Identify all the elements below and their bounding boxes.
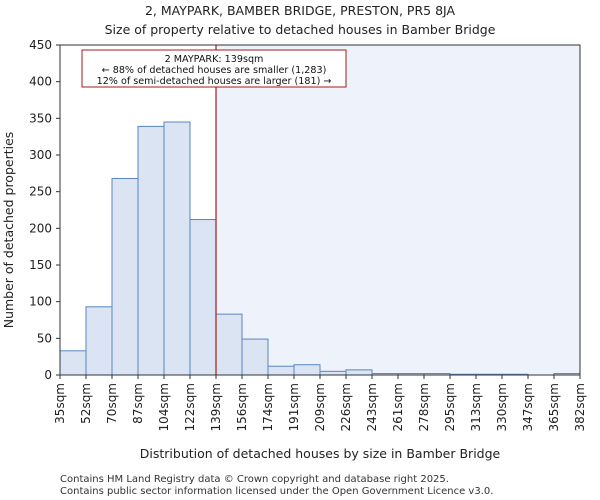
y-tick-label: 350 bbox=[29, 111, 52, 125]
bar-191sqm bbox=[293, 364, 321, 376]
x-tick-label: 191sqm bbox=[287, 383, 301, 431]
x-tick-label: 365sqm bbox=[547, 383, 561, 431]
x-tick-label: 243sqm bbox=[365, 383, 379, 431]
plot-frame bbox=[59, 44, 581, 376]
y-tick-label: 200 bbox=[29, 221, 52, 235]
x-tick-label: 313sqm bbox=[469, 383, 483, 431]
bar-139sqm bbox=[215, 313, 243, 376]
bar-122sqm bbox=[189, 219, 217, 376]
y-tick-label: 100 bbox=[29, 295, 52, 309]
x-tick-label: 278sqm bbox=[417, 383, 431, 431]
y-tick-label: 250 bbox=[29, 185, 52, 199]
x-tick-label: 330sqm bbox=[495, 383, 509, 431]
annotation-line-1: 2 MAYPARK: 139sqm bbox=[165, 54, 264, 65]
x-tick-label: 156sqm bbox=[235, 383, 249, 431]
x-tick-label: 139sqm bbox=[209, 383, 223, 431]
bar-104sqm bbox=[163, 121, 191, 376]
x-tick-label: 261sqm bbox=[391, 383, 405, 431]
annotation-border bbox=[81, 49, 347, 88]
y-tick-label: 50 bbox=[37, 331, 52, 345]
x-tick-label: 87sqm bbox=[131, 383, 145, 424]
bar-174sqm bbox=[267, 365, 295, 376]
bar-87sqm bbox=[137, 125, 165, 376]
y-tick-label: 450 bbox=[29, 38, 52, 52]
footer-line-1: Contains HM Land Registry data © Crown c… bbox=[60, 474, 449, 485]
footer-line-2: Contains public sector information licen… bbox=[60, 486, 493, 497]
x-tick-label: 347sqm bbox=[521, 383, 535, 431]
bar-52sqm bbox=[85, 306, 113, 376]
bar-226sqm bbox=[345, 369, 373, 376]
x-axis: 35sqm 52sqm 70sqm 87sqm 104sqm 122sqm 139sqm 15… bbox=[53, 375, 587, 431]
bar-209sqm bbox=[319, 370, 347, 376]
x-tick-label: 226sqm bbox=[339, 383, 353, 431]
bar-70sqm bbox=[111, 177, 139, 376]
y-tick-label: 300 bbox=[29, 148, 52, 162]
bar-35sqm bbox=[59, 350, 87, 376]
annotation-line-3: 12% of semi-detached houses are larger (… bbox=[97, 76, 332, 87]
y-tick-label: 150 bbox=[29, 258, 52, 272]
x-tick-label: 35sqm bbox=[53, 383, 67, 424]
x-axis-label: Distribution of detached houses by size … bbox=[140, 446, 501, 461]
chart-title: 2, MAYPARK, BAMBER BRIDGE, PRESTON, PR5 … bbox=[145, 3, 456, 18]
annotation-box: 2 MAYPARK: 139sqm ← 88% of detached hous… bbox=[81, 49, 347, 88]
x-tick-label: 295sqm bbox=[443, 383, 457, 431]
bar-156sqm bbox=[241, 338, 269, 376]
y-tick-label: 400 bbox=[29, 75, 52, 89]
x-tick-label: 174sqm bbox=[261, 383, 275, 431]
annotation-line-2: ← 88% of detached houses are smaller (1,… bbox=[102, 65, 327, 76]
x-tick-label: 52sqm bbox=[79, 383, 93, 424]
bars-group bbox=[59, 121, 581, 376]
y-axis: 0 50 100 150 200 250 300 350 400 450 bbox=[29, 38, 60, 382]
x-tick-label: 104sqm bbox=[157, 383, 171, 431]
chart-subtitle: Size of property relative to detached ho… bbox=[105, 22, 496, 37]
right-shade bbox=[216, 45, 580, 375]
y-tick-label: 0 bbox=[44, 368, 52, 382]
y-axis-label: Number of detached properties bbox=[1, 132, 16, 329]
x-tick-label: 70sqm bbox=[105, 383, 119, 424]
x-tick-label: 122sqm bbox=[183, 383, 197, 431]
x-tick-label: 382sqm bbox=[573, 383, 587, 431]
x-tick-label: 209sqm bbox=[313, 383, 327, 431]
